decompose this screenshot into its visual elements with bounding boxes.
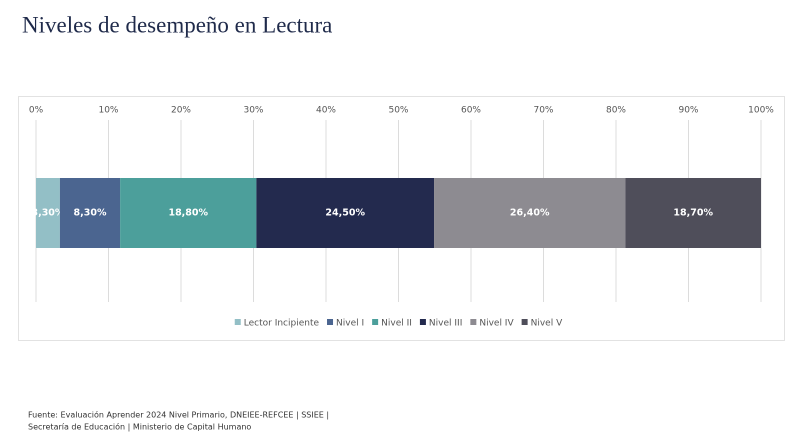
x-tick-label: 10% <box>98 106 118 116</box>
bar-segment <box>625 178 761 248</box>
source: Fuente: Evaluación Aprender 2024 Nivel P… <box>28 410 329 420</box>
bar-segment <box>59 178 121 248</box>
value-label: 18,80% <box>168 208 208 219</box>
bar-segment <box>120 178 257 248</box>
x-tick-label: 40% <box>316 106 336 116</box>
source: Secretaría de Educación | Ministerio de … <box>28 422 251 432</box>
legend-swatch <box>419 319 426 325</box>
legend-label: Nivel IV <box>479 319 514 329</box>
legend-swatch <box>372 319 379 325</box>
legend-swatch <box>234 319 241 325</box>
x-tick-label: 50% <box>388 106 408 116</box>
bar-segment <box>256 178 435 248</box>
x-tick-label: 30% <box>243 106 263 116</box>
value-label: 24,50% <box>325 208 365 219</box>
legend-swatch <box>327 319 334 325</box>
legend-label: Nivel II <box>381 319 412 329</box>
value-label: 3,30% <box>31 208 64 219</box>
value-label: 8,30% <box>74 208 107 219</box>
x-tick-label: 60% <box>461 106 481 116</box>
x-tick-label: 20% <box>171 106 191 116</box>
value-label: 18,70% <box>673 208 713 219</box>
x-tick-label: 90% <box>678 106 698 116</box>
chart-frame <box>18 96 785 341</box>
legend-swatch <box>521 319 528 325</box>
x-tick-label: 0% <box>29 106 44 116</box>
bar-segment <box>434 178 626 248</box>
x-tick-label: 100% <box>748 106 774 116</box>
legend-label: Nivel V <box>531 319 563 329</box>
chart-title: Niveles de desempeño en Lectura <box>22 12 332 37</box>
value-label: 26,40% <box>510 208 550 219</box>
legend-label: Nivel III <box>429 319 462 329</box>
legend-label: Lector Incipiente <box>244 319 320 329</box>
x-tick-label: 80% <box>606 106 626 116</box>
bar-segment <box>36 178 60 248</box>
legend-swatch <box>470 319 477 325</box>
x-tick-label: 70% <box>533 106 553 116</box>
legend-label: Nivel I <box>336 319 364 329</box>
